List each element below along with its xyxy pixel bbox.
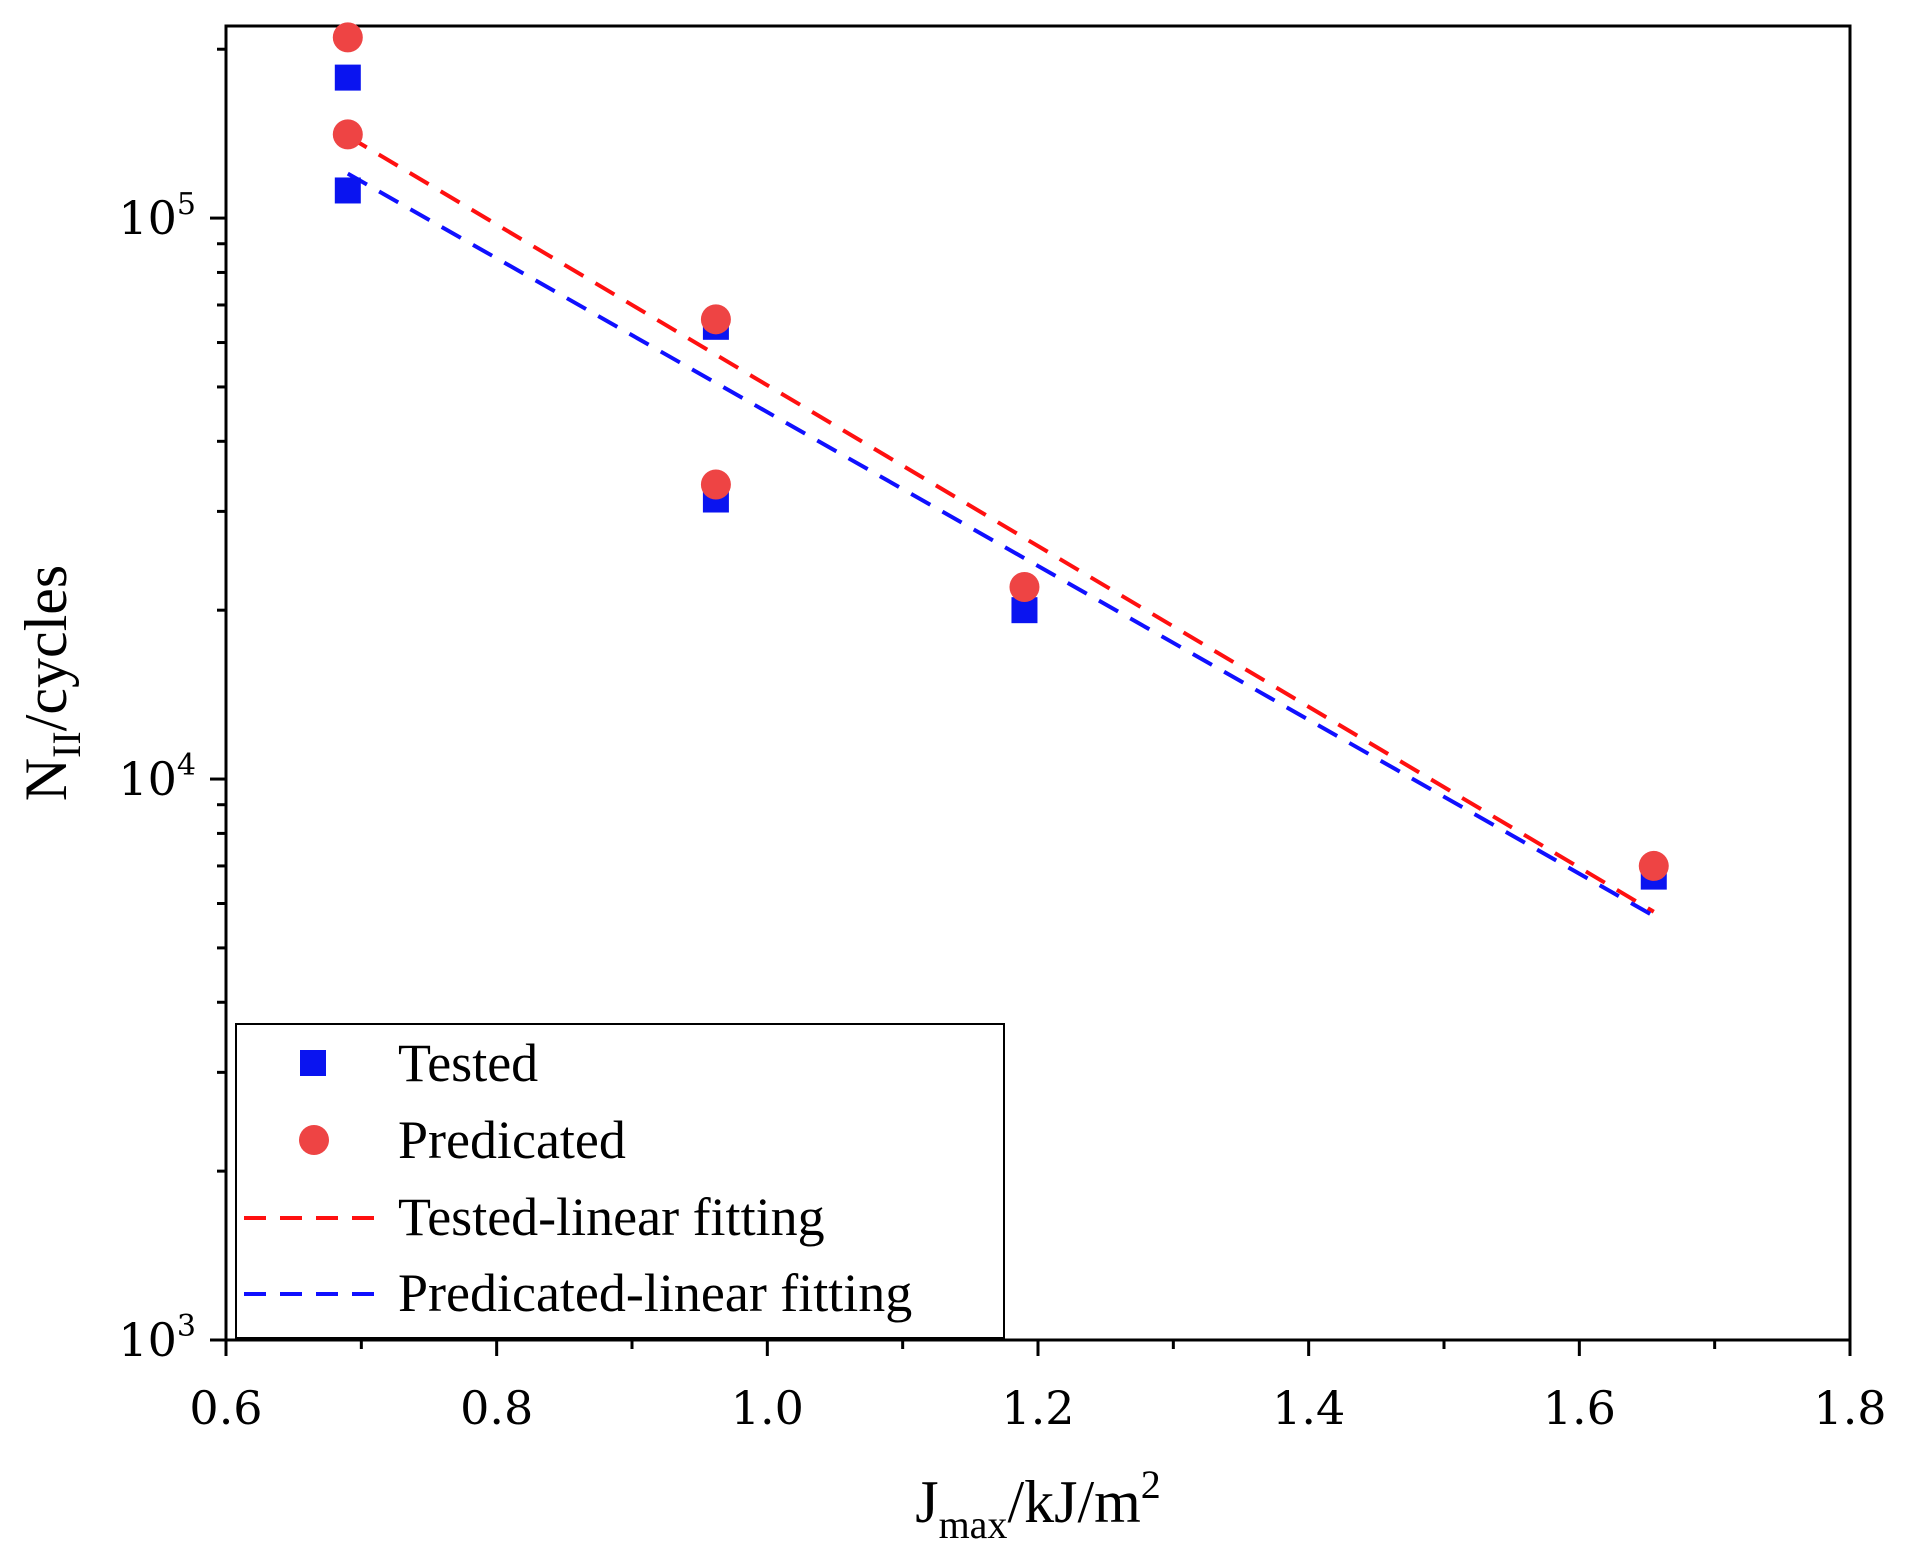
y-axis-title: NII/cycles — [13, 565, 89, 802]
x-axis-title: Jmax/kJ/m2 — [915, 1462, 1161, 1547]
tested-point — [334, 64, 361, 91]
x-tick-label: 1.6 — [1543, 1381, 1616, 1435]
legend-box — [235, 1023, 1005, 1339]
x-tick-label: 0.8 — [460, 1381, 533, 1435]
legend-label-predicated-fit: Predicated-linear fitting — [398, 1263, 912, 1323]
predicated-fit-line — [346, 171, 1655, 918]
y-tick-label: 104 — [118, 748, 196, 806]
x-tick-label: 1.8 — [1813, 1381, 1886, 1435]
predicated-point — [332, 119, 363, 150]
predicated-point — [1009, 571, 1040, 602]
x-tick-label: 1.4 — [1272, 1381, 1345, 1435]
legend-label-tested-fit: Tested-linear fitting — [398, 1187, 825, 1247]
predicated-point — [1638, 850, 1669, 881]
y-tick-base: 10 — [118, 1313, 177, 1367]
predicated-point — [700, 304, 731, 335]
tested-fit-line — [346, 134, 1655, 914]
predicated-point — [700, 469, 731, 500]
y-tick-exponent: 3 — [177, 1309, 196, 1344]
y-tick-label: 105 — [118, 187, 196, 245]
y-tick-label: 103 — [118, 1309, 196, 1367]
y-axis-title-main: N — [13, 758, 79, 801]
y-tick-base: 10 — [118, 752, 177, 806]
legend-marker-tested — [300, 1050, 326, 1076]
x-tick-label: 1.0 — [731, 1381, 804, 1435]
y-tick-exponent: 4 — [177, 748, 196, 783]
legend-label-predicated: Predicated — [398, 1110, 626, 1170]
x-axis-title-sub: max — [939, 1502, 1008, 1547]
y-tick-base: 10 — [118, 191, 177, 245]
tested-point — [334, 177, 361, 204]
y-axis-title-sub: II — [44, 731, 89, 758]
y-tick-exponent: 5 — [177, 187, 196, 222]
series-layer — [332, 22, 1669, 918]
x-tick-label: 1.2 — [1001, 1381, 1074, 1435]
y-axis-title-rest: /cycles — [13, 565, 79, 732]
predicated-point — [332, 22, 363, 53]
legend-label-tested: Tested — [398, 1033, 538, 1093]
x-axis-title-sup: 2 — [1141, 1462, 1161, 1507]
legend-marker-predicated — [299, 1125, 329, 1155]
legend: Tested Predicated Tested-linear fitting … — [235, 1023, 1005, 1339]
x-axis-ticks: 0.6 0.8 1.0 1.2 1.4 1.6 1.8 — [189, 1340, 1887, 1435]
x-axis-title-rest: /kJ/m — [1007, 1469, 1140, 1535]
x-axis-title-main: J — [915, 1469, 938, 1535]
x-tick-label: 0.6 — [189, 1381, 262, 1435]
